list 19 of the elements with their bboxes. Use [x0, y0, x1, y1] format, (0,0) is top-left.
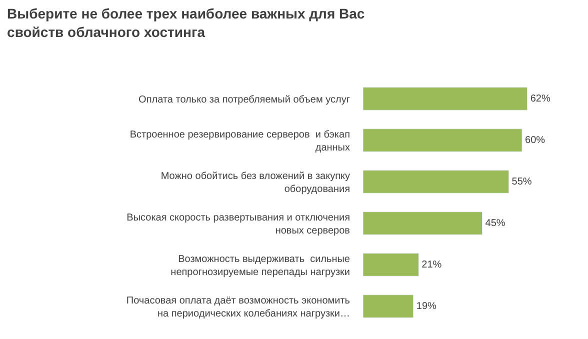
y-tick-label: Почасовая оплата даёт возможность экономить на периодических колебаниях нагрузки…	[126, 295, 350, 320]
data-label: 62%	[530, 93, 550, 104]
data-label: 45%	[485, 218, 506, 229]
data-label: 19%	[416, 300, 436, 312]
y-tick-label: Высокая скорость развертывания и отключения новых серверов	[126, 212, 350, 236]
bar	[363, 253, 419, 276]
bar	[363, 212, 483, 235]
bar	[363, 294, 414, 318]
bar	[363, 128, 522, 152]
bar	[363, 87, 528, 110]
text: Выберите не более трех наиболее важных для Вас свойств облачного хостинга	[7, 6, 365, 40]
bar	[363, 170, 510, 194]
data-label: 55%	[512, 176, 532, 188]
y-tick-label: Оплата только за потребляемый объем услуг	[138, 94, 350, 106]
data-label: 60%	[525, 134, 546, 146]
data-label: 21%	[422, 259, 442, 270]
y-tick-label: Возможность выдерживать сильные непрогнозируемые перепады нагрузки	[170, 254, 350, 278]
y-tick-label: Можно обойтись без вложений в закупку оборудования	[160, 170, 350, 195]
y-tick-label: Встроенное резервирование серверов и бэкап данных	[130, 129, 350, 154]
